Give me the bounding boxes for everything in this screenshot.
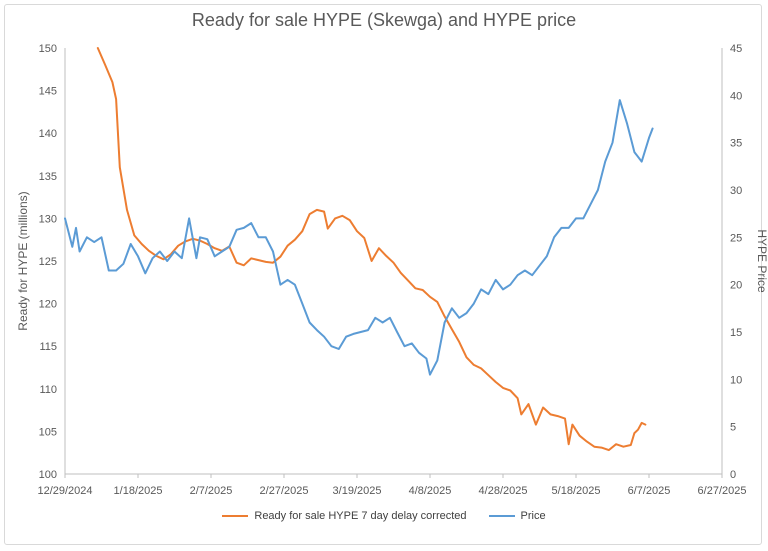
x-tick-label: 4/8/2025	[409, 485, 452, 497]
y2-tick-label: 40	[730, 90, 742, 102]
y2-tick-label: 25	[730, 232, 742, 244]
y-axis-title: Ready for HYPE (millions)	[16, 191, 30, 330]
legend: Ready for sale HYPE 7 day delay correcte…	[0, 510, 768, 522]
y-tick-label: 120	[39, 299, 57, 311]
y-tick-label: 130	[39, 213, 57, 225]
y-tick-label: 140	[39, 128, 57, 140]
y-tick-label: 125	[39, 256, 57, 268]
legend-item-price: Price	[488, 510, 546, 522]
y2-tick-label: 30	[730, 185, 742, 197]
x-tick-label: 12/29/2024	[37, 485, 92, 497]
y-tick-label: 105	[39, 426, 57, 438]
x-tick-label: 3/19/2025	[333, 485, 382, 497]
x-tick-label: 6/7/2025	[628, 485, 671, 497]
y-tick-label: 135	[39, 171, 57, 183]
chart-frame	[4, 4, 762, 545]
x-tick-label: 2/7/2025	[190, 485, 233, 497]
y2-tick-label: 10	[730, 374, 742, 386]
chart-title: Ready for sale HYPE (Skewga) and HYPE pr…	[191, 10, 577, 30]
y2-tick-label: 45	[730, 43, 742, 55]
x-tick-label: 5/18/2025	[552, 485, 601, 497]
y2-tick-label: 15	[730, 327, 742, 339]
y-tick-label: 150	[39, 43, 57, 55]
y2-tick-label: 0	[730, 469, 736, 481]
y-tick-label: 115	[39, 341, 57, 353]
axes	[64, 48, 723, 478]
x-tick-label: 2/27/2025	[260, 485, 309, 497]
y2-tick-label: 35	[730, 138, 742, 150]
y2-tick-label: 5	[730, 422, 736, 434]
series-line-price	[64, 99, 654, 376]
tick-labels: 100 105 110 115 120 125 130 135 140 145 150 0 5 10 15 2…	[37, 43, 746, 497]
y-tick-label: 100	[39, 469, 57, 481]
legend-item-ready: Ready for sale HYPE 7 day delay correcte…	[222, 510, 467, 522]
series-line-ready-for-sale	[96, 47, 647, 452]
x-tick-label: 4/28/2025	[479, 485, 528, 497]
y2-axis-title: HYPE Price	[755, 229, 768, 293]
legend-label-price: Price	[520, 510, 546, 522]
y2-tick-label: 20	[730, 280, 742, 292]
series-lines	[64, 47, 654, 452]
legend-swatch-ready	[222, 515, 249, 517]
y-tick-label: 110	[39, 384, 57, 396]
x-tick-label: 1/18/2025	[114, 485, 163, 497]
x-tick-label: 6/27/2025	[698, 485, 747, 497]
legend-swatch-price	[488, 515, 515, 517]
y-tick-label: 145	[39, 86, 57, 98]
legend-label-ready: Ready for sale HYPE 7 day delay correcte…	[254, 510, 467, 522]
